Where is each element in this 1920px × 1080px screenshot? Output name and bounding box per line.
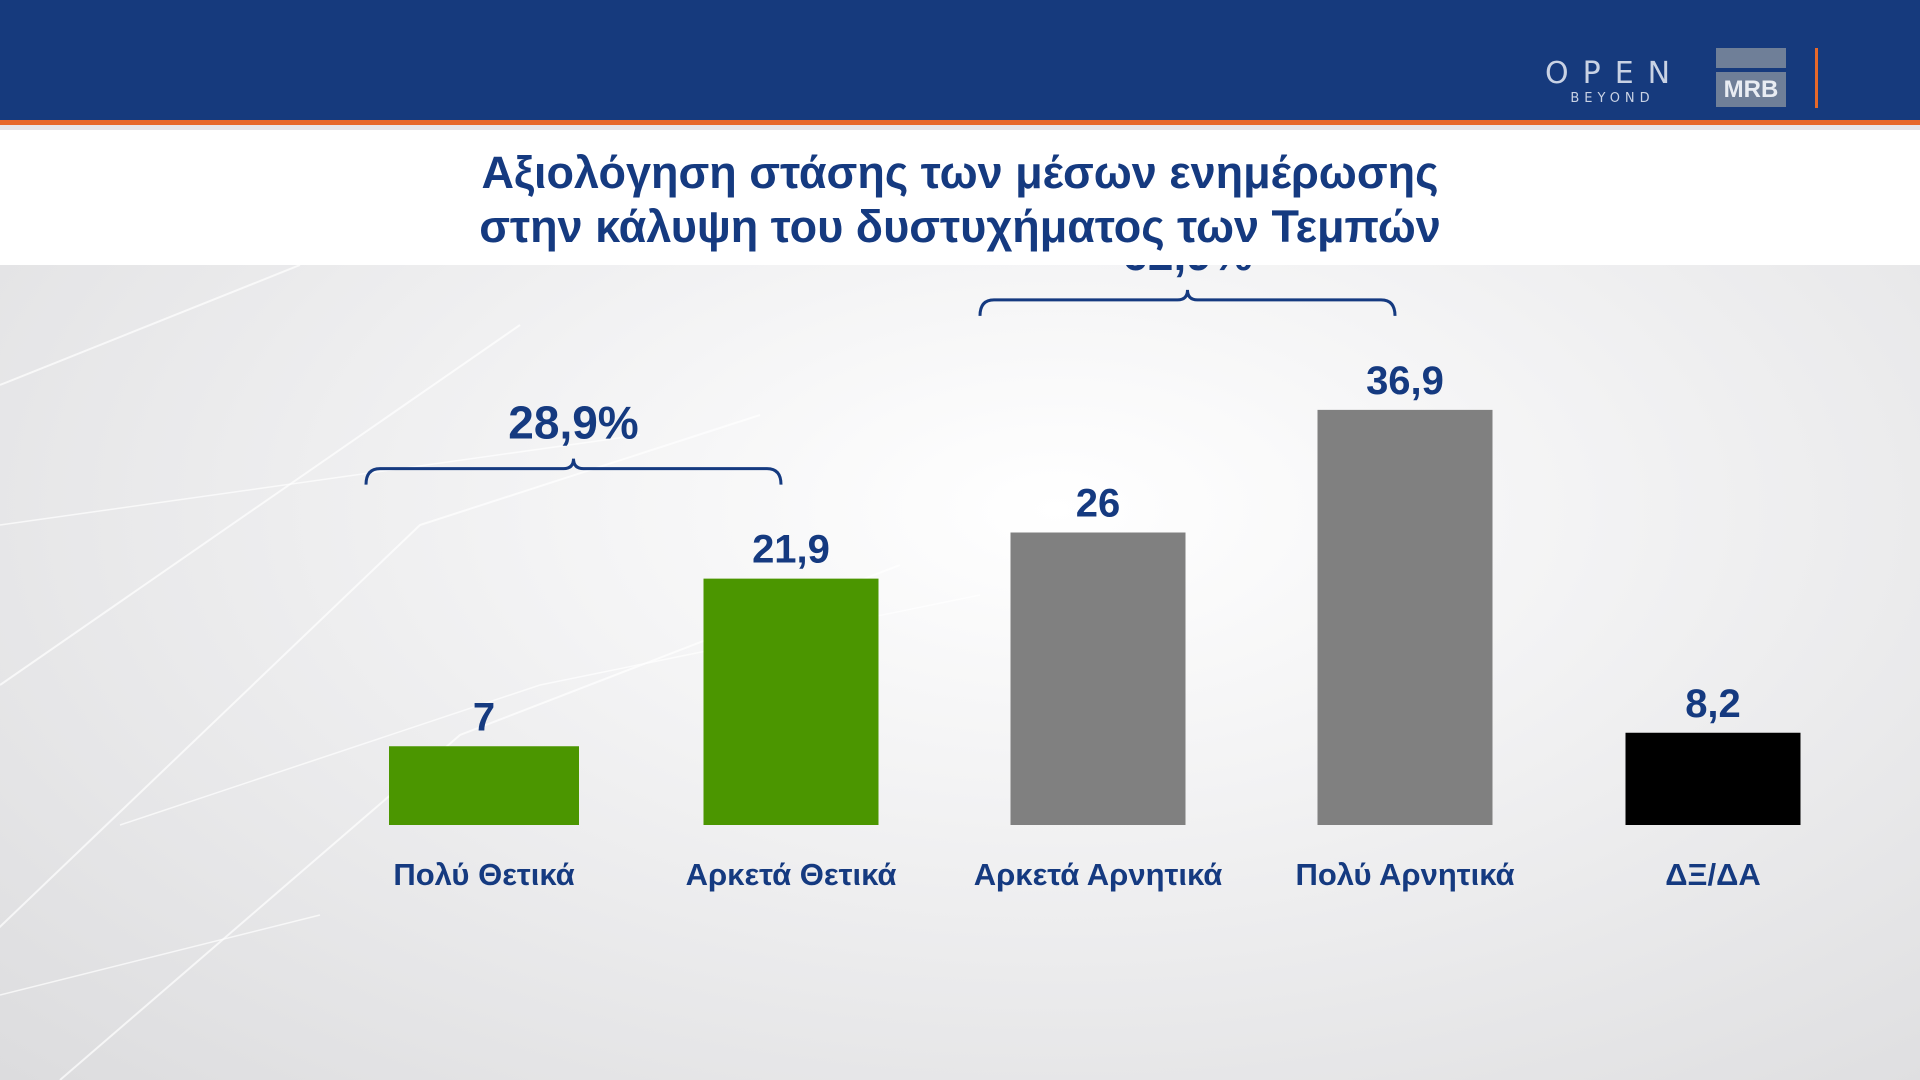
mrb-logo: MRB: [1716, 72, 1786, 107]
bar-2: [703, 578, 879, 825]
logo-divider: [1815, 48, 1818, 108]
group-total-label-1: 28,9%: [508, 397, 638, 449]
category-label-4: Πολύ Αρνητικά: [1295, 857, 1514, 892]
category-label-5: ΔΞ/ΔΑ: [1665, 857, 1761, 892]
chart-title: Αξιολόγηση στάσης των μέσων ενημέρωσης σ…: [0, 146, 1920, 254]
bar-value-label-4: 36,9: [1366, 359, 1444, 403]
bar-1: [389, 746, 579, 825]
chart-title-line-1: Αξιολόγηση στάσης των μέσων ενημέρωσης: [481, 147, 1439, 198]
category-label-3: Αρκετά Αρνητικά: [974, 857, 1223, 892]
chart-area: 7 Πολύ Θετικά 21,9 Αρκετά Θετικά 26 Αρκετά Αρ…: [0, 265, 1920, 1080]
group-total-label-2: 62,9%: [1122, 265, 1252, 280]
open-beyond-tagline: BEYOND: [1570, 91, 1655, 106]
bar-chart: 7 Πολύ Θετικά 21,9 Αρκετά Θετικά 26 Αρκετά Αρ…: [0, 265, 1801, 1080]
bar-3: [1010, 532, 1186, 825]
bar-value-label-2: 21,9: [752, 528, 830, 572]
title-bar: Αξιολόγηση στάσης των μέσων ενημέρωσης σ…: [0, 130, 1920, 265]
group-brace-2: [978, 289, 1397, 316]
category-label-1: Πολύ Θετικά: [393, 857, 574, 892]
group-brace-1: [364, 458, 783, 485]
bar-5: [1625, 732, 1801, 825]
bar-value-label-1: 7: [473, 695, 495, 739]
bar-4: [1317, 409, 1493, 825]
open-logo: OPEN: [1545, 56, 1685, 91]
bar-value-label-3: 26: [1076, 482, 1121, 526]
bar-value-label-5: 8,2: [1685, 682, 1741, 726]
chart-title-line-2: στην κάλυψη του δυστυχήματος των Τεμπών: [479, 201, 1441, 252]
header-bar: OPEN BEYOND MRB: [0, 0, 1920, 125]
mrb-logo-stripe: [1716, 48, 1786, 68]
category-label-2: Αρκετά Θετικά: [686, 857, 897, 892]
